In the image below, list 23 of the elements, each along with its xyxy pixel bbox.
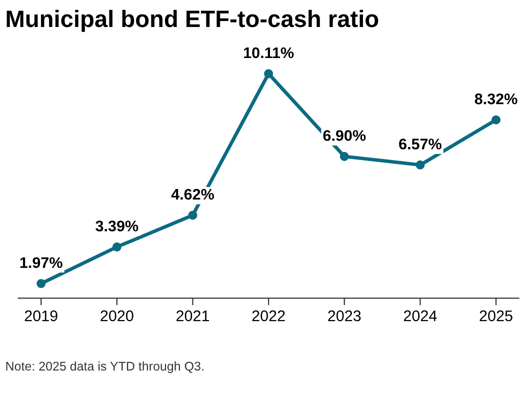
point — [112, 242, 122, 252]
x-tick-label: 2023 — [328, 310, 361, 322]
point — [264, 69, 274, 78]
data-label: 8.32% — [474, 94, 518, 104]
x-tick-label: 2025 — [480, 310, 512, 322]
x-tick-label: 2020 — [100, 310, 134, 322]
point — [36, 279, 46, 288]
chart-title: Municipal bond ETF-to-cash ratio — [6, 10, 378, 32]
data-label: 6.90% — [323, 130, 366, 141]
x-tick-label: 2024 — [404, 310, 437, 322]
x-tick-label: 2022 — [252, 310, 285, 322]
point — [188, 210, 198, 220]
data-label: 4.62% — [171, 188, 214, 200]
point — [340, 152, 349, 161]
data-label: 1.97% — [20, 257, 62, 268]
text: Note: 2025 data is YTD through Q3. — [6, 361, 204, 374]
point — [492, 115, 501, 124]
data-label: 10.11% — [244, 47, 294, 58]
x-tick-label: 2019 — [24, 310, 58, 322]
point — [416, 160, 425, 170]
data-label: 6.57% — [399, 138, 442, 150]
x-tick-label: 2021 — [176, 310, 209, 322]
data-label: 3.39% — [96, 220, 138, 232]
